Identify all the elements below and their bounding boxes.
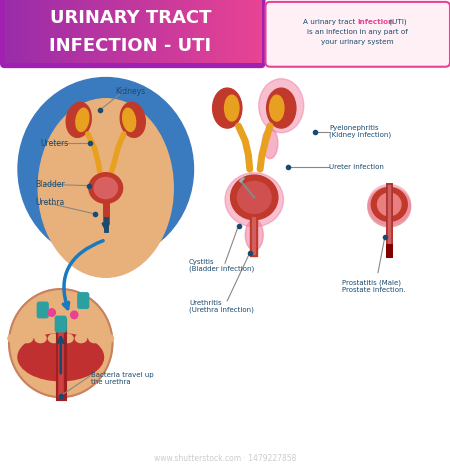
Text: (UTI): (UTI): [387, 18, 407, 25]
Text: Urethritis
(Urethra infection): Urethritis (Urethra infection): [189, 300, 254, 313]
Ellipse shape: [76, 108, 89, 132]
Text: Ureter infection: Ureter infection: [329, 164, 384, 170]
Circle shape: [71, 311, 78, 319]
Text: Bacteria travel up
the urethra: Bacteria travel up the urethra: [91, 372, 153, 385]
FancyBboxPatch shape: [78, 293, 89, 308]
Ellipse shape: [120, 102, 145, 137]
Ellipse shape: [22, 334, 32, 343]
Ellipse shape: [89, 173, 122, 204]
Text: Bladder: Bladder: [35, 180, 65, 189]
Ellipse shape: [8, 334, 19, 343]
Ellipse shape: [378, 193, 401, 216]
Ellipse shape: [18, 334, 104, 381]
Ellipse shape: [225, 173, 284, 227]
Text: www.shutterstock.com · 1479227858: www.shutterstock.com · 1479227858: [154, 454, 296, 463]
Text: URINARY TRACT: URINARY TRACT: [50, 9, 211, 27]
Ellipse shape: [89, 334, 100, 343]
Ellipse shape: [245, 220, 263, 251]
Ellipse shape: [49, 334, 59, 343]
Text: Kidneys: Kidneys: [115, 86, 145, 96]
Ellipse shape: [262, 128, 278, 159]
Ellipse shape: [266, 88, 296, 128]
Ellipse shape: [62, 334, 73, 343]
FancyBboxPatch shape: [37, 302, 48, 318]
Text: Urethra: Urethra: [35, 197, 64, 207]
Ellipse shape: [35, 334, 46, 343]
Ellipse shape: [123, 108, 135, 132]
Circle shape: [48, 309, 55, 316]
Text: A urinary tract: A urinary tract: [303, 19, 358, 24]
Ellipse shape: [94, 178, 117, 199]
Ellipse shape: [230, 175, 278, 220]
Text: is an infection in any part of: is an infection in any part of: [307, 29, 408, 35]
Circle shape: [9, 289, 112, 397]
Text: INFECTION - UTI: INFECTION - UTI: [50, 37, 212, 55]
Text: your urinary system: your urinary system: [321, 39, 394, 45]
Ellipse shape: [270, 95, 284, 121]
Ellipse shape: [368, 187, 410, 227]
FancyBboxPatch shape: [55, 316, 66, 332]
Text: infection: infection: [358, 19, 394, 24]
FancyBboxPatch shape: [0, 0, 266, 68]
Text: Ureters: Ureters: [40, 139, 69, 148]
Ellipse shape: [66, 102, 91, 137]
Circle shape: [18, 78, 194, 261]
Ellipse shape: [212, 88, 242, 128]
Ellipse shape: [38, 99, 173, 277]
Text: Prostatitis (Male)
Prostate infection.: Prostatitis (Male) Prostate infection.: [342, 280, 406, 293]
FancyBboxPatch shape: [266, 2, 450, 67]
Ellipse shape: [238, 181, 271, 213]
Ellipse shape: [259, 79, 304, 133]
Ellipse shape: [225, 95, 239, 121]
Text: Pyelonephritis
(Kidney infection): Pyelonephritis (Kidney infection): [329, 125, 392, 138]
Ellipse shape: [76, 334, 86, 343]
Text: Cystitis
(Bladder infection): Cystitis (Bladder infection): [189, 259, 254, 272]
Ellipse shape: [368, 185, 410, 225]
Ellipse shape: [371, 188, 407, 221]
Ellipse shape: [103, 334, 113, 343]
